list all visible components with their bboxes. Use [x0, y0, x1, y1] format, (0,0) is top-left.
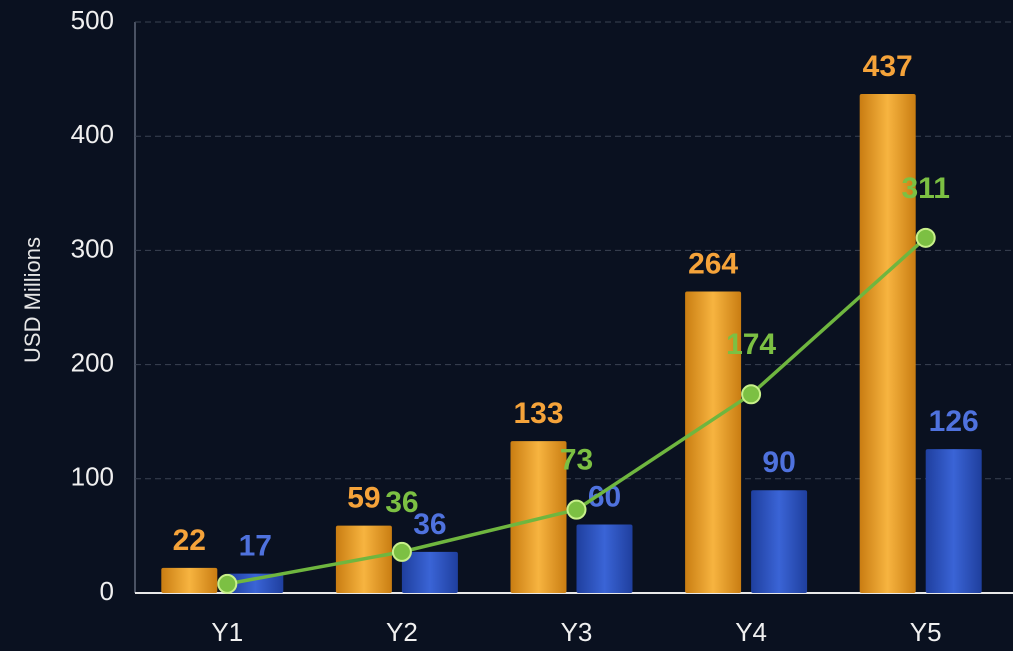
bar [685, 291, 742, 593]
line-point [391, 541, 412, 562]
line-point [915, 227, 936, 248]
data-label: 311 [901, 172, 949, 205]
bar [859, 93, 916, 594]
y-tick-label: 300 [71, 233, 114, 263]
line-point [566, 499, 587, 520]
bar [925, 449, 982, 593]
bar [227, 573, 284, 593]
x-tick-label: Y4 [735, 617, 767, 647]
y-tick-label: 100 [71, 462, 114, 492]
data-label: 264 [688, 247, 738, 280]
bar [751, 490, 808, 593]
data-label: 73 [560, 444, 593, 477]
y-tick-label: 200 [71, 347, 114, 377]
bar [161, 567, 218, 593]
data-label: 22 [173, 524, 206, 557]
data-label: 17 [239, 530, 272, 563]
y-tick-label: 400 [71, 119, 114, 149]
y-tick-label: 0 [100, 576, 114, 606]
x-tick-label: Y1 [211, 617, 243, 647]
x-tick-label: Y2 [386, 617, 418, 647]
line-point [217, 573, 238, 594]
bar [401, 551, 458, 593]
line-point [741, 384, 762, 405]
y-tick-label: 500 [71, 5, 114, 35]
x-tick-label: Y3 [561, 617, 593, 647]
x-tick-label: Y5 [910, 617, 942, 647]
y-axis-label: USD Millions [20, 237, 45, 363]
data-label: 437 [863, 50, 913, 83]
bar [576, 524, 633, 593]
data-label: 36 [385, 486, 418, 519]
data-label: 126 [929, 405, 979, 438]
data-label: 133 [513, 397, 563, 430]
data-label: 59 [347, 482, 380, 515]
data-label: 90 [762, 446, 795, 479]
data-label: 174 [726, 328, 776, 361]
data-label: 36 [413, 508, 446, 541]
